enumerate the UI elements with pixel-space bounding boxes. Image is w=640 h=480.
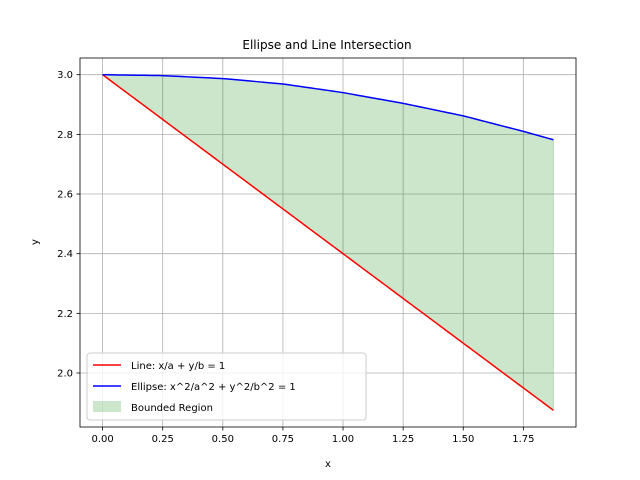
y-tick-label: 2.2	[57, 309, 73, 320]
legend: Line: x/a + y/b = 1 Ellipse: x^2/a^2 + y…	[86, 352, 367, 421]
series-layer	[102, 73, 554, 411]
x-axis-label: x	[325, 459, 331, 470]
legend-box	[86, 352, 367, 421]
series-line	[102, 74, 554, 411]
ticks: 0.00 0.25 0.50 0.75 1.00 1.25 1.50 1.75 2.0 2.2 2.…	[57, 70, 534, 445]
legend-entry-ellipse: Ellipse: x^2/a^2 + y^2/b^2 = 1	[131, 382, 296, 393]
x-tick-label: 0.25	[152, 434, 174, 445]
y-axis-label: y	[30, 239, 41, 245]
legend-entry-line: Line: x/a + y/b = 1	[131, 361, 225, 372]
y-tick-label: 2.8	[57, 130, 73, 141]
x-tick-label: 0.75	[272, 434, 294, 445]
legend-entry-region: Bounded Region	[131, 403, 213, 414]
y-tick-label: 2.0	[57, 369, 73, 380]
x-tick-label: 1.25	[392, 434, 414, 445]
plot-frame	[79, 57, 577, 428]
chart-title: Ellipse and Line Intersection	[242, 38, 411, 52]
x-tick-label: 1.50	[452, 434, 474, 445]
x-tick-label: 1.00	[332, 434, 354, 445]
x-tick-label: 1.75	[512, 434, 534, 445]
y-tick-label: 3.0	[57, 70, 73, 81]
y-tick-label: 2.6	[57, 190, 73, 201]
series-ellipse	[102, 73, 554, 141]
x-tick-label: 0.00	[91, 434, 113, 445]
legend-region-swatch	[93, 401, 121, 412]
x-tick-label: 0.50	[212, 434, 234, 445]
y-tick-label: 2.4	[57, 249, 73, 260]
